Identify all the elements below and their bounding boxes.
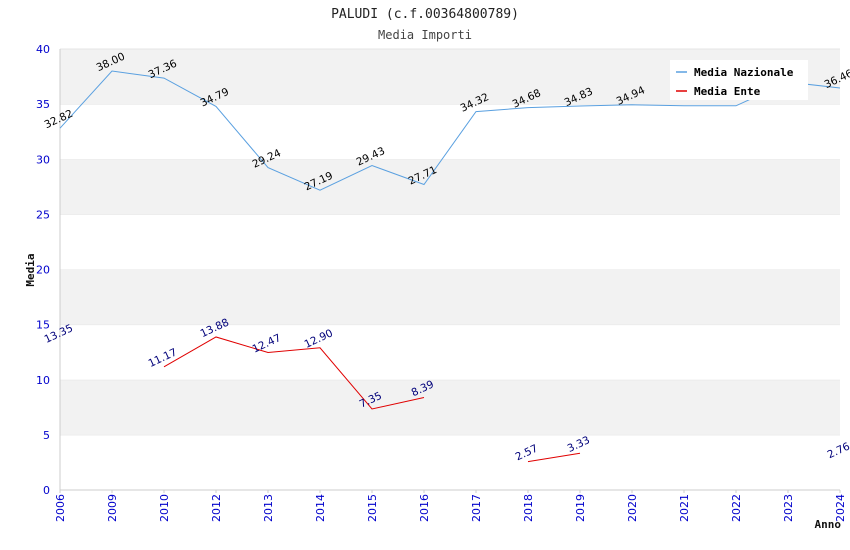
- x-tick-label: 2016: [418, 494, 431, 522]
- x-tick-label: 2019: [574, 494, 587, 522]
- grid-band: [60, 159, 840, 215]
- grid-bands: [60, 48, 840, 490]
- x-tick-labels: 2006 2009 2010 2012 2013 2014 2015 2016 2017 2018…: [54, 490, 847, 522]
- y-tick-label: 10: [36, 374, 50, 387]
- y-tick-labels: 0 5 10 15 20 25 30 35 40: [36, 43, 50, 497]
- x-tick-label: 2017: [470, 494, 483, 522]
- y-tick-label: 25: [36, 208, 50, 221]
- grid-band: [60, 324, 840, 380]
- y-tick-label: 20: [36, 264, 50, 277]
- y-tick-label: 0: [43, 484, 50, 497]
- x-tick-label: 2022: [730, 494, 743, 522]
- x-tick-label: 2014: [314, 494, 327, 522]
- y-tick-label: 35: [36, 98, 50, 111]
- x-tick-label: 2021: [678, 494, 691, 522]
- y-tick-label: 15: [36, 319, 50, 332]
- legend-entry: Media Nazionale: [694, 66, 794, 79]
- x-tick-label: 2020: [626, 494, 639, 522]
- x-tick-label: 2018: [522, 494, 535, 522]
- grid-band: [60, 379, 840, 435]
- y-tick-label: 30: [36, 153, 50, 166]
- x-tick-label: 2023: [782, 494, 795, 522]
- y-axis-label: Media: [24, 253, 37, 286]
- legend: Media Nazionale Media Ente: [670, 60, 808, 100]
- grid-band: [60, 104, 840, 160]
- x-tick-label: 2009: [106, 494, 119, 522]
- chart-subtitle: Media Importi: [378, 28, 472, 42]
- chart-title: PALUDI (c.f.00364800789): [331, 7, 519, 22]
- x-tick-label: 2006: [54, 494, 67, 522]
- grid-band: [60, 434, 840, 490]
- series-line: [59, 70, 841, 191]
- series-line: [527, 452, 581, 463]
- y-tick-label: 40: [36, 43, 50, 56]
- x-tick-label: 2010: [158, 494, 171, 522]
- series-lines: [59, 70, 841, 463]
- x-axis-label: Anno: [815, 518, 842, 531]
- x-tick-label: 2013: [262, 494, 275, 522]
- legend-entry: Media Ente: [694, 85, 761, 98]
- x-tick-label: 2012: [210, 494, 223, 522]
- legend-box: [670, 60, 808, 100]
- x-tick-label: 2024: [834, 494, 847, 522]
- axes: [59, 49, 840, 491]
- y-tick-label: 5: [43, 429, 50, 442]
- grid-band: [60, 269, 840, 325]
- series-line: [163, 336, 425, 410]
- grid-band: [60, 214, 840, 270]
- x-tick-label: 2015: [366, 494, 379, 522]
